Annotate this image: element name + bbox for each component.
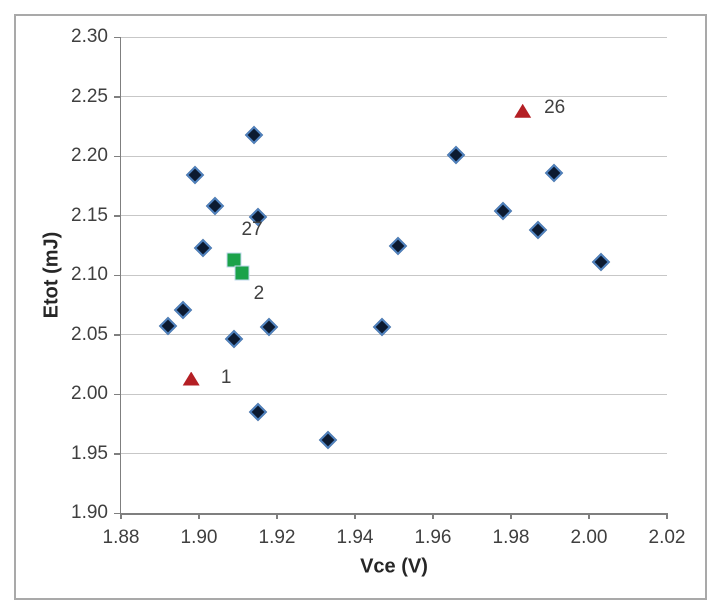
x-tick-label: 1.98 [492, 527, 530, 548]
x-tick [588, 513, 590, 519]
gridline [121, 274, 667, 276]
square-marker [234, 265, 250, 281]
y-tick-label: 2.15 [71, 204, 108, 226]
y-tick [114, 36, 120, 38]
x-tick [510, 513, 512, 519]
x-axis-line [119, 513, 667, 515]
y-tick [114, 453, 120, 455]
y-tick [114, 155, 120, 157]
x-tick-label: 1.90 [180, 527, 218, 548]
x-tick-label: 2.00 [570, 527, 608, 548]
y-tick [114, 96, 120, 98]
x-tick [198, 513, 200, 519]
y-tick [114, 334, 120, 336]
y-tick-label: 2.05 [71, 323, 108, 345]
x-tick [354, 513, 356, 519]
square-marker [226, 252, 242, 268]
y-tick-label: 2.30 [71, 26, 108, 47]
y-tick [114, 274, 120, 276]
x-axis-title: Vce (V) [360, 555, 428, 578]
point-label: 26 [544, 96, 566, 118]
y-tick-label: 1.90 [71, 502, 108, 523]
gridline [121, 453, 667, 454]
point-label: 1 [220, 366, 232, 388]
x-tick [276, 513, 278, 519]
x-tick-label: 1.94 [336, 527, 374, 548]
x-tick [432, 513, 434, 519]
y-tick-label: 2.20 [71, 145, 108, 166]
x-tick-label: 1.92 [258, 527, 296, 548]
point-label: 27 [241, 218, 263, 240]
gridline [121, 155, 667, 157]
y-tick-label: 1.95 [71, 442, 108, 464]
gridline [121, 334, 667, 335]
chart-border [14, 14, 707, 600]
y-tick-label: 2.00 [71, 383, 108, 404]
x-tick-label: 1.96 [414, 527, 452, 548]
gridline [121, 96, 667, 97]
x-tick-label: 1.88 [102, 527, 140, 548]
y-tick [114, 393, 120, 395]
x-tick [120, 513, 122, 519]
point-label: 2 [253, 282, 265, 304]
x-tick-label: 2.02 [648, 527, 686, 548]
y-axis-line [119, 37, 121, 515]
y-tick-label: 2.25 [71, 85, 108, 107]
y-tick [114, 512, 120, 514]
gridline [121, 393, 667, 395]
gridline [121, 36, 667, 38]
y-tick-label: 2.10 [71, 264, 108, 285]
y-tick [114, 215, 120, 217]
x-tick [666, 513, 668, 519]
gridline [121, 215, 667, 216]
